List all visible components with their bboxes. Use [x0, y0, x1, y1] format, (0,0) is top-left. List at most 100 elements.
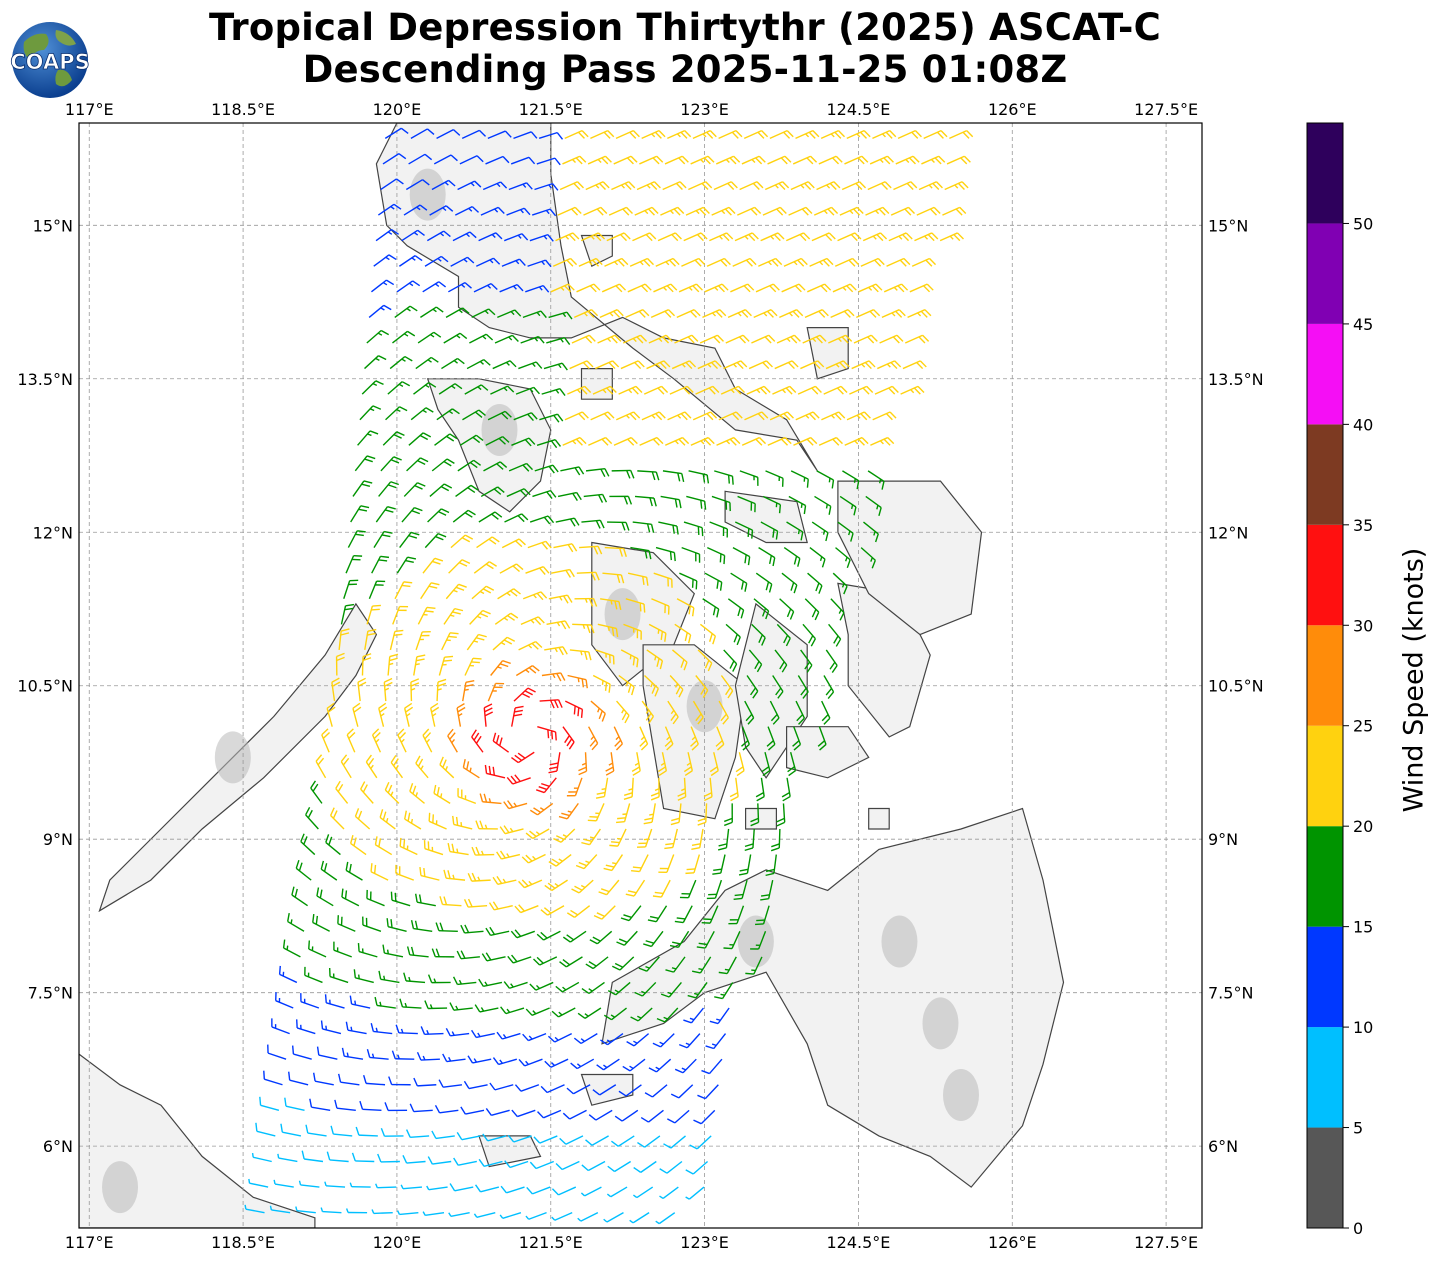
- wind-barb: [846, 411, 871, 421]
- wind-barb: [456, 950, 480, 960]
- wind-barb: [679, 572, 698, 590]
- wind-barb: [750, 931, 767, 950]
- wind-barb: [413, 382, 437, 395]
- wind-barb: [457, 788, 477, 805]
- wind-barb: [804, 598, 820, 621]
- wind-barb: [692, 411, 718, 421]
- wind-barb: [410, 920, 433, 932]
- wind-barb: [657, 752, 668, 776]
- wind-barb: [510, 929, 536, 939]
- wind-barb: [540, 1084, 565, 1094]
- wind-barb: [357, 430, 379, 446]
- wind-barb: [424, 1000, 448, 1010]
- wind-barb: [338, 628, 350, 650]
- wind-barb: [345, 861, 363, 881]
- wind-barb: [373, 530, 393, 548]
- wind-barb: [881, 309, 906, 319]
- wind-barb: [709, 1007, 730, 1025]
- wind-barb: [574, 597, 598, 607]
- wind-barb: [718, 129, 743, 139]
- wind-barb: [697, 360, 722, 370]
- lon-tick-top: 120°E: [373, 100, 422, 119]
- wind-barb: [368, 580, 386, 600]
- wind-barb: [655, 1212, 676, 1225]
- wind-barb: [368, 304, 392, 318]
- wind-barb: [659, 1186, 679, 1199]
- wind-barb: [291, 886, 308, 907]
- wind-barb: [671, 360, 697, 370]
- wind-barb: [321, 728, 331, 753]
- wind-barb: [534, 182, 559, 191]
- wind-barb: [702, 309, 727, 319]
- wind-barb: [616, 930, 638, 946]
- wind-barb: [305, 806, 319, 830]
- wind-barb: [452, 976, 477, 986]
- wind-barb: [832, 283, 857, 293]
- wind-barb: [496, 1031, 521, 1040]
- lon-tick-top: 123°E: [680, 100, 729, 119]
- wind-barb: [555, 232, 580, 242]
- wind-barb: [577, 1212, 599, 1222]
- wind-barb: [522, 1032, 547, 1042]
- wind-barb: [300, 833, 316, 856]
- wind-barb: [559, 1135, 584, 1145]
- wind-barb: [431, 1130, 455, 1140]
- wind-barb: [696, 930, 715, 949]
- wind-barb: [795, 411, 820, 421]
- wind-barb: [678, 283, 703, 293]
- wind-barb: [304, 966, 323, 984]
- wind-barb: [378, 481, 399, 497]
- wind-barb: [656, 1007, 679, 1023]
- axis-ticks: 117°E 117°E 118.5°E 118.5°E 120°E 120°E 121.5°…: [17, 100, 1263, 1252]
- wind-barb: [474, 1004, 499, 1013]
- wind-barb: [489, 1082, 514, 1091]
- wind-barb: [345, 1208, 368, 1214]
- wind-barb: [643, 930, 664, 948]
- wind-barb: [464, 657, 482, 676]
- wind-barb: [387, 381, 411, 395]
- wind-barb: [711, 206, 736, 216]
- wind-barb: [487, 410, 512, 421]
- wind-barb: [386, 918, 407, 932]
- wind-barb: [308, 940, 327, 958]
- wind-barb: [725, 334, 750, 344]
- wind-barb: [492, 636, 516, 651]
- wind-barb: [618, 1084, 642, 1097]
- wind-barb: [553, 543, 578, 553]
- wind-barb: [585, 956, 609, 970]
- wind-barb: [331, 677, 341, 702]
- wind-barb: [874, 385, 899, 395]
- wind-barb: [566, 1084, 591, 1095]
- wind-barb: [459, 434, 484, 446]
- wind-barb: [762, 206, 787, 216]
- terrain-shade: [481, 403, 518, 456]
- island-siquijor: [745, 807, 777, 830]
- lon-tick-top: 121.5°E: [519, 100, 583, 119]
- wind-barb: [492, 1057, 518, 1066]
- wind-barb: [326, 1151, 349, 1163]
- wind-barb: [607, 521, 630, 531]
- wind-barb: [284, 1097, 305, 1112]
- wind-barb: [578, 752, 588, 776]
- wind-barb: [567, 385, 592, 395]
- wind-barb: [790, 181, 815, 191]
- wind-barb: [918, 181, 943, 191]
- wind-barb: [514, 1084, 540, 1092]
- wind-barb: [370, 1023, 393, 1035]
- wind-barb: [525, 1211, 547, 1220]
- wind-barb: [767, 155, 792, 165]
- wind-barb: [792, 155, 818, 165]
- wind-barb: [781, 777, 791, 802]
- wind-barb: [811, 232, 836, 242]
- wind-barb: [420, 582, 440, 600]
- wind-barb: [548, 311, 573, 320]
- wind-barb: [487, 682, 505, 702]
- wind-barb: [564, 411, 589, 421]
- wind-barb: [547, 1032, 572, 1043]
- wind-barb: [457, 459, 482, 472]
- wind-barb: [685, 1160, 709, 1175]
- wind-barb: [832, 572, 848, 595]
- wind-barb: [772, 385, 797, 395]
- lon-tick-top: 118.5°E: [211, 100, 275, 119]
- wind-barb: [492, 875, 517, 886]
